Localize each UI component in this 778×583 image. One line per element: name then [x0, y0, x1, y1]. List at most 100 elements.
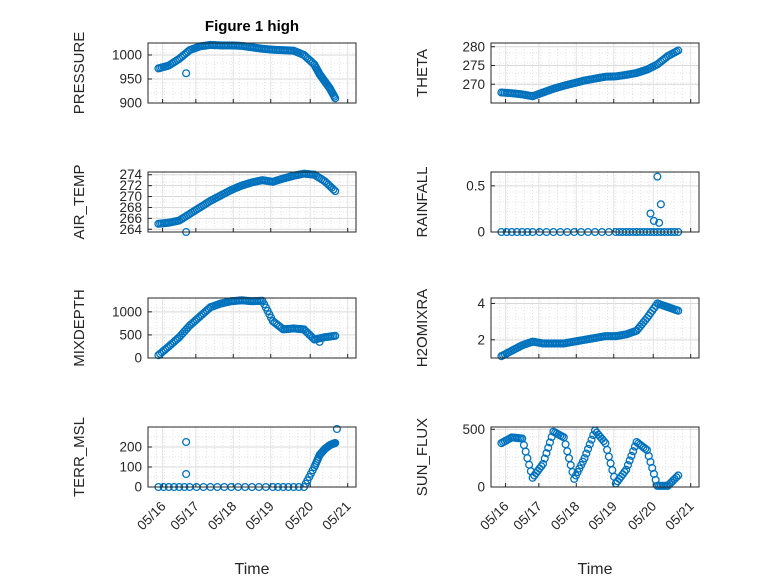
data-point [315, 337, 324, 346]
y-tick-label: 270 [119, 189, 142, 204]
y-axis-label: SUN_FLUX [414, 418, 431, 496]
data-point [537, 462, 546, 471]
x-tick-label: 05/19 [242, 499, 277, 534]
plot-area [148, 43, 356, 103]
data-point [580, 454, 589, 463]
data-point [182, 69, 191, 78]
series-points [154, 40, 340, 103]
y-tick-label: 0 [477, 480, 485, 495]
data-point [182, 437, 191, 447]
series-points [497, 426, 683, 490]
y-axis-label: RAINFALL [414, 167, 431, 238]
minor-grid [148, 298, 356, 358]
y-tick-label: 4 [477, 296, 485, 311]
x-tick-label: 05/17 [510, 499, 545, 534]
axes-box [490, 297, 700, 359]
data-point [329, 185, 338, 194]
x-tick-label: 05/20 [282, 499, 317, 534]
data-point [599, 436, 608, 446]
y-tick-label: 280 [462, 39, 485, 54]
axes-box [490, 426, 700, 488]
data-point [674, 46, 683, 55]
data-point [331, 94, 340, 103]
y-tick-label: 1000 [112, 48, 142, 63]
y-axis-label: TERR_MSL [71, 417, 88, 497]
data-point [620, 467, 629, 477]
y-tick-label: 0 [134, 351, 142, 366]
y-tick-label: 266 [119, 211, 142, 226]
data-point [540, 454, 549, 463]
plot-area [491, 172, 699, 232]
x-tick-label: 05/19 [585, 499, 620, 534]
y-tick-label: 100 [119, 460, 142, 475]
y-tick-label: 275 [462, 58, 485, 73]
data-point [331, 438, 340, 448]
data-point [544, 443, 553, 452]
y-tick-label: 0 [134, 480, 142, 495]
y-tick-label: 268 [119, 200, 142, 215]
x-tick-label: 05/21 [662, 499, 697, 534]
y-tick-label: 264 [119, 222, 142, 237]
data-point [538, 459, 548, 468]
data-point [625, 456, 634, 465]
subplot-mixdepth: 0 500 1000 MIXDEPTH [71, 289, 357, 367]
y-axis-label: THETA [414, 49, 431, 97]
data-point [585, 440, 594, 449]
data-point [623, 461, 632, 470]
x-axis-label-right: Time [578, 561, 613, 578]
figure-title: Figure 1 high [205, 18, 299, 35]
y-tick-label: 272 [119, 178, 142, 193]
axes-box [147, 426, 357, 488]
x-tick-label: 05/18 [548, 499, 583, 534]
x-tick-label: 05/16 [477, 499, 512, 534]
subplot-rainfall: 0 0.5 RAINFALL [414, 167, 700, 240]
x-tick-label: 05/18 [205, 499, 240, 534]
y-axis-label: PRESSURE [71, 32, 88, 115]
data-point [646, 209, 655, 218]
y-tick-label: 2 [477, 332, 485, 347]
data-point [649, 216, 658, 225]
x-tick-label: 05/20 [625, 499, 660, 534]
x-tick-label: 05/17 [167, 499, 202, 534]
series-points [497, 299, 683, 361]
y-tick-label: 500 [119, 327, 142, 342]
y-tick-label: 950 [119, 72, 142, 87]
y-axis-label: AIR_TEMP [71, 164, 88, 239]
axes-box [490, 42, 700, 104]
data-point [672, 473, 681, 482]
axes-box [147, 297, 357, 359]
y-tick-label: 900 [119, 96, 142, 111]
plot-area [148, 427, 356, 487]
data-point [332, 424, 341, 434]
y-tick-label: 0 [477, 225, 485, 240]
y-tick-label: 1000 [112, 304, 142, 319]
data-point [331, 331, 340, 340]
data-point [587, 435, 596, 444]
series-points [154, 296, 340, 360]
x-tick-label: 05/16 [134, 499, 169, 534]
y-axis-label: MIXDEPTH [71, 289, 88, 367]
y-tick-label: 200 [119, 440, 142, 455]
data-point [627, 451, 636, 460]
x-tick-label: 05/21 [319, 499, 354, 534]
series-points [154, 169, 340, 237]
data-point [629, 447, 638, 456]
data-point [674, 306, 683, 315]
axes-box [147, 42, 357, 104]
data-point [641, 444, 650, 453]
data-point [656, 200, 665, 209]
data-point [545, 438, 554, 447]
axes-box [147, 171, 357, 233]
y-tick-label: 270 [462, 77, 485, 92]
x-axis-label-left: Time [235, 561, 270, 578]
data-point [584, 444, 593, 453]
data-point [653, 172, 662, 181]
data-point [182, 469, 191, 479]
data-point [674, 471, 683, 480]
y-tick-label: 274 [119, 167, 142, 182]
subplot-theta: 270 275 280 THETA [414, 39, 700, 104]
axes-box [490, 171, 700, 233]
